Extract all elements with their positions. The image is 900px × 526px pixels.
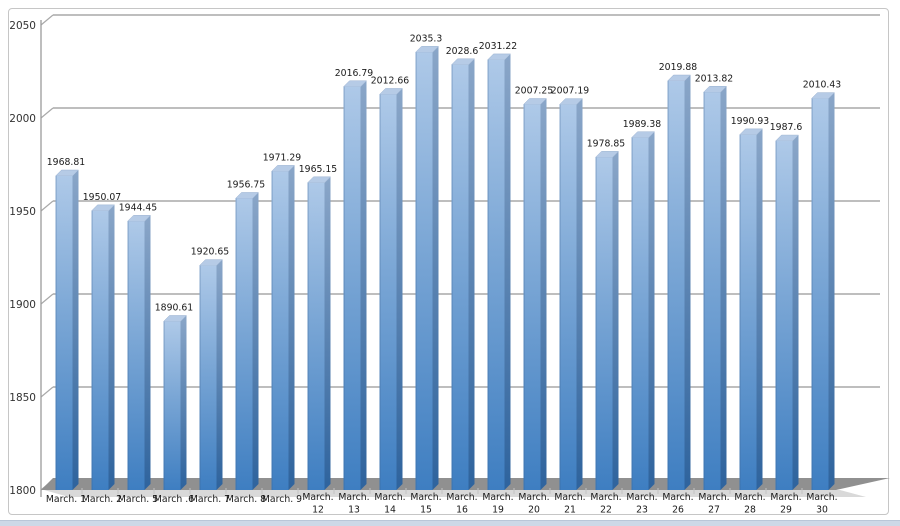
- x-axis-label: 30: [816, 505, 828, 516]
- bar-value-label: 2016.79: [335, 68, 374, 79]
- bar[interactable]: [198, 259, 224, 490]
- x-axis-label: March.: [590, 492, 621, 503]
- bar-value-label: 1965.15: [299, 164, 338, 175]
- x-axis-label: March.: [374, 492, 405, 503]
- x-axis-label: March.: [554, 492, 585, 503]
- y-axis-label: 1900: [9, 299, 36, 311]
- x-axis-label: 27: [708, 505, 720, 516]
- x-axis-label: 21: [564, 505, 576, 516]
- bar[interactable]: [810, 92, 836, 491]
- x-axis-label: 22: [600, 505, 612, 516]
- bar[interactable]: [630, 131, 656, 490]
- x-axis-label: March.: [626, 492, 657, 503]
- x-axis-label: March. 7: [190, 494, 230, 505]
- x-axis-label: 12: [312, 505, 324, 516]
- bar[interactable]: [378, 88, 404, 491]
- bar-value-label: 1978.85: [587, 138, 626, 149]
- x-axis-label: March.: [770, 492, 801, 503]
- x-axis-label: March. 2: [82, 494, 122, 505]
- x-axis-label: 20: [528, 505, 540, 516]
- bar-value-label: 2019.88: [659, 62, 698, 73]
- bar[interactable]: [702, 86, 728, 490]
- x-axis-label: March.: [698, 492, 729, 503]
- bar-value-label: 1971.29: [263, 152, 302, 163]
- bar-value-label: 1968.81: [47, 157, 86, 168]
- x-axis-label: March.: [446, 492, 477, 503]
- y-axis-labels: 1800 1850 1900 1950 2000 2050: [9, 20, 36, 497]
- x-axis-label: 13: [348, 505, 360, 516]
- x-axis-label: March.: [734, 492, 765, 503]
- x-axis-label: 16: [456, 505, 468, 516]
- bar-value-label: 1890.61: [155, 302, 194, 313]
- x-axis-label: 23: [636, 505, 648, 516]
- x-axis-label: 15: [420, 505, 432, 516]
- x-axis-label: March.: [338, 492, 369, 503]
- bar[interactable]: [234, 192, 260, 490]
- bar-series: [54, 46, 836, 491]
- bar-value-label: 1990.93: [731, 116, 770, 127]
- x-axis-label: March.: [662, 492, 693, 503]
- x-axis-label: March.: [518, 492, 549, 503]
- x-axis-label: 14: [384, 505, 396, 516]
- bar[interactable]: [342, 80, 368, 490]
- bar-value-label: 2007.25: [515, 86, 554, 97]
- x-axis-label: March. 1: [46, 494, 86, 505]
- bar[interactable]: [270, 165, 296, 490]
- bar-value-label: 2035.3: [410, 33, 443, 44]
- y-axis-label: 1800: [9, 485, 36, 497]
- x-axis-label: 19: [492, 505, 504, 516]
- bar-value-label: 1920.65: [191, 247, 230, 258]
- bar-value-label: 1989.38: [623, 119, 662, 130]
- bar-value-label: 2007.19: [551, 86, 590, 97]
- bar-value-label: 1987.6: [770, 122, 803, 133]
- bar[interactable]: [306, 176, 332, 491]
- y-axis-label: 1850: [9, 392, 36, 404]
- y-axis-label: 2000: [9, 113, 36, 125]
- bar[interactable]: [774, 134, 800, 490]
- bar[interactable]: [450, 58, 476, 490]
- bar-value-label: 2028.6: [446, 46, 479, 57]
- floor-shadow: [44, 490, 866, 497]
- category-ticks: [81, 488, 803, 494]
- x-axis-label: March. 8: [226, 494, 266, 505]
- bar[interactable]: [666, 74, 692, 491]
- x-axis-label: March.: [482, 492, 513, 503]
- bottom-strip: [0, 520, 900, 526]
- x-axis-label: 28: [744, 505, 756, 516]
- x-axis-label: March .6: [154, 494, 194, 505]
- bar[interactable]: [522, 98, 548, 490]
- bar-value-label: 2010.43: [803, 80, 842, 91]
- y-axis-label: 1950: [9, 206, 36, 218]
- x-axis-label: March.: [806, 492, 837, 503]
- bar-value-label: 1944.45: [119, 202, 158, 213]
- bar[interactable]: [126, 215, 152, 490]
- bar-value-label: 1956.75: [227, 179, 266, 190]
- x-axis-label: March. 5: [118, 494, 158, 505]
- y-axis-label: 2050: [9, 20, 36, 32]
- bar[interactable]: [90, 204, 116, 490]
- bar[interactable]: [54, 169, 80, 490]
- x-axis-label: March. 9: [262, 494, 302, 505]
- x-axis-label: 29: [780, 505, 792, 516]
- bar[interactable]: [414, 46, 440, 490]
- bar[interactable]: [738, 128, 764, 491]
- bar[interactable]: [558, 98, 584, 491]
- x-axis-label: March.: [302, 492, 333, 503]
- x-axis-label: 26: [672, 505, 684, 516]
- bar[interactable]: [486, 53, 512, 491]
- bar-value-label: 2012.66: [371, 75, 410, 86]
- bar[interactable]: [594, 151, 620, 491]
- bar-value-label: 2013.82: [695, 73, 733, 84]
- x-axis-label: March.: [410, 492, 441, 503]
- bar-value-label: 1950.07: [83, 192, 122, 203]
- bar[interactable]: [162, 315, 188, 490]
- bar-value-label: 2031.22: [479, 41, 517, 52]
